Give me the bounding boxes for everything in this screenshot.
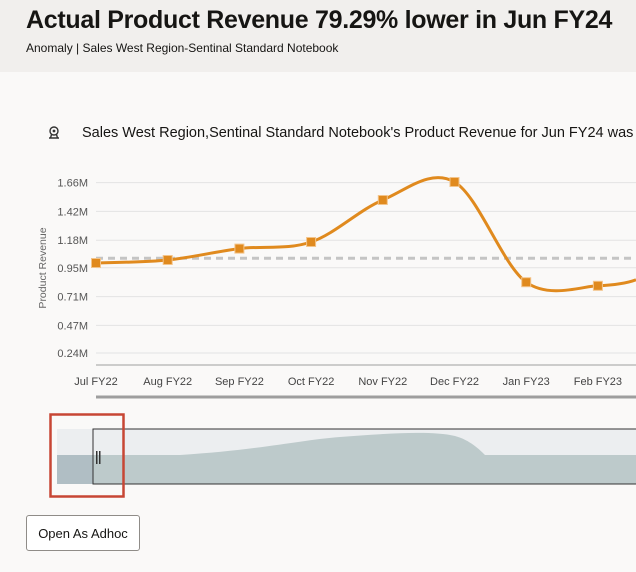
data-point bbox=[91, 258, 101, 268]
y-tick-label: 1.42M bbox=[57, 206, 88, 218]
y-tick-label: 1.66M bbox=[57, 178, 88, 190]
y-tick-label: 0.71M bbox=[57, 292, 88, 304]
x-tick-label: Jul FY22 bbox=[74, 376, 117, 388]
data-point bbox=[592, 280, 603, 291]
y-axis-label: Product Revenue bbox=[37, 227, 49, 308]
revenue-line bbox=[95, 176, 636, 293]
y-tick-label: 0.47M bbox=[57, 320, 88, 332]
x-tick-label: Sep FY22 bbox=[215, 376, 264, 388]
y-tick-label: 0.95M bbox=[57, 263, 88, 275]
x-tick-label: Jan FY23 bbox=[503, 376, 550, 388]
data-point bbox=[377, 195, 388, 205]
header: Actual Product Revenue 79.29% lower in J… bbox=[0, 0, 636, 72]
open-as-adhoc-button[interactable]: Open As Adhoc bbox=[26, 515, 140, 551]
x-tick-label: Nov FY22 bbox=[358, 376, 407, 388]
navigator-handle-left bbox=[96, 451, 98, 464]
data-point bbox=[521, 277, 532, 288]
x-tick-label: Aug FY22 bbox=[143, 376, 192, 388]
summary-text: Sales West Region,Sentinal Standard Note… bbox=[82, 125, 636, 141]
y-tick-label: 0.24M bbox=[57, 348, 88, 360]
highlight-box bbox=[49, 413, 125, 498]
page-subtitle: Anomaly | Sales West Region-Sentinal Sta… bbox=[26, 41, 339, 55]
navigator-area bbox=[57, 432, 636, 484]
navigator-handle-right bbox=[99, 451, 101, 464]
revenue-chart: 1.66M 1.42M 1.18M 0.95M 0.71M 0.47M 0.24M Produ… bbox=[37, 176, 636, 498]
page-title: Actual Product Revenue 79.29% lower in J… bbox=[26, 6, 613, 34]
x-tick-label: Oct FY22 bbox=[288, 376, 334, 388]
data-point bbox=[306, 237, 317, 247]
x-tick-label: Feb FY23 bbox=[574, 376, 622, 388]
y-tick-label: 1.18M bbox=[57, 235, 88, 247]
data-point bbox=[449, 177, 460, 187]
navigator-unselected bbox=[57, 455, 93, 484]
x-tick-label: Dec FY22 bbox=[430, 376, 479, 388]
insight-icon bbox=[49, 126, 59, 139]
navigator-window bbox=[92, 428, 636, 485]
data-point bbox=[162, 255, 173, 265]
data-point bbox=[234, 243, 245, 254]
